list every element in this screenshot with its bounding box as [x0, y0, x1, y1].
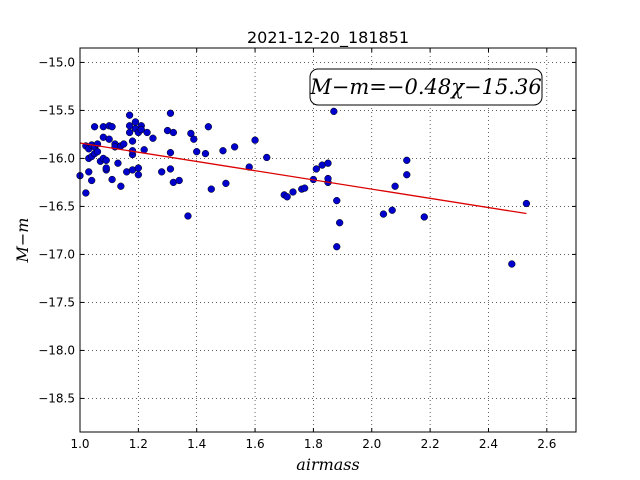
- equation-annotation: M−m=−0.48χ−15.36: [309, 68, 543, 106]
- data-point: [120, 140, 128, 148]
- data-point: [230, 143, 239, 151]
- x-tick-label: 1.8: [304, 437, 323, 451]
- data-point: [82, 189, 90, 197]
- y-tick-label: −15.0: [38, 55, 75, 69]
- data-points: [76, 107, 531, 268]
- data-point: [324, 174, 332, 183]
- x-tick-label: 1.0: [70, 437, 89, 451]
- data-point: [131, 118, 140, 126]
- y-axis-label: M−m: [13, 218, 32, 264]
- y-tick-label: −18.5: [38, 391, 75, 405]
- fit-line-group: [79, 142, 527, 215]
- data-point: [102, 164, 110, 172]
- data-point: [245, 163, 253, 171]
- data-point: [283, 193, 291, 201]
- data-point: [140, 146, 148, 154]
- data-point: [522, 199, 531, 208]
- data-point: [388, 206, 396, 214]
- data-point: [166, 148, 175, 157]
- data-point: [169, 128, 178, 137]
- equation-box: [309, 68, 543, 106]
- data-point: [193, 148, 201, 156]
- data-point: [105, 135, 113, 143]
- x-axis-label: airmass: [296, 455, 359, 474]
- data-point: [114, 159, 122, 167]
- y-tick-label: −16.0: [38, 151, 75, 165]
- data-point: [263, 153, 271, 162]
- data-point: [149, 134, 157, 142]
- axis-ticks: 1.0 1.2 1.4 1.6 1.8 2.0 2.2 2.4 2.6 −15.0 −15.5 −16…: [38, 48, 576, 451]
- data-point: [333, 196, 341, 205]
- y-tick-label: −17.0: [38, 247, 75, 261]
- fit-line: [79, 142, 527, 215]
- data-point: [333, 243, 341, 251]
- data-point: [143, 128, 151, 137]
- data-point: [324, 159, 332, 167]
- x-tick-label: 1.6: [246, 437, 265, 451]
- data-point: [88, 176, 96, 185]
- data-point: [102, 156, 110, 164]
- data-point: [222, 179, 230, 188]
- data-point: [379, 210, 388, 218]
- data-point: [125, 128, 134, 137]
- plot-area: [80, 48, 576, 432]
- data-point: [184, 212, 192, 220]
- data-point: [158, 168, 166, 176]
- data-point: [134, 164, 143, 172]
- data-point: [85, 168, 93, 176]
- data-point: [420, 213, 428, 221]
- data-point: [108, 123, 116, 131]
- data-point: [125, 111, 134, 119]
- x-tick-label: 1.4: [187, 437, 206, 451]
- y-tick-label: −16.5: [38, 199, 75, 213]
- data-point: [219, 147, 227, 155]
- data-point: [301, 184, 309, 192]
- data-point: [336, 219, 344, 227]
- x-tick-label: 1.2: [129, 437, 148, 451]
- data-point: [128, 137, 137, 145]
- data-point: [403, 171, 411, 179]
- data-point: [508, 260, 516, 268]
- data-point: [137, 125, 145, 134]
- data-point: [175, 176, 183, 185]
- grid: [79, 48, 576, 432]
- data-point: [207, 185, 215, 193]
- data-point: [93, 148, 102, 156]
- x-tick-label: 2.4: [479, 437, 498, 451]
- x-tick-label: 2.6: [537, 437, 556, 451]
- y-tick-label: −15.5: [38, 103, 75, 117]
- data-point: [391, 182, 399, 190]
- data-point: [187, 129, 195, 138]
- chart-title: 2021-12-20_181851: [247, 28, 409, 48]
- data-point: [190, 135, 198, 143]
- data-point: [312, 165, 320, 173]
- data-point: [117, 182, 125, 190]
- data-point: [166, 109, 175, 117]
- data-point: [134, 171, 143, 179]
- data-point: [289, 188, 297, 196]
- data-point: [166, 165, 175, 173]
- data-point: [403, 156, 411, 164]
- data-point: [251, 136, 259, 144]
- data-point: [125, 122, 134, 130]
- data-point: [330, 107, 338, 116]
- x-tick-label: 2.0: [362, 437, 381, 451]
- data-point: [90, 123, 99, 131]
- data-point: [204, 123, 213, 131]
- y-tick-label: −18.0: [38, 343, 75, 357]
- plot-frame: [79, 47, 577, 433]
- equation-text: M−m=−0.48χ−15.36: [309, 75, 541, 99]
- y-tick-label: −17.5: [38, 295, 75, 309]
- data-point: [201, 149, 210, 158]
- data-point: [108, 175, 116, 184]
- x-tick-label: 2.2: [421, 437, 440, 451]
